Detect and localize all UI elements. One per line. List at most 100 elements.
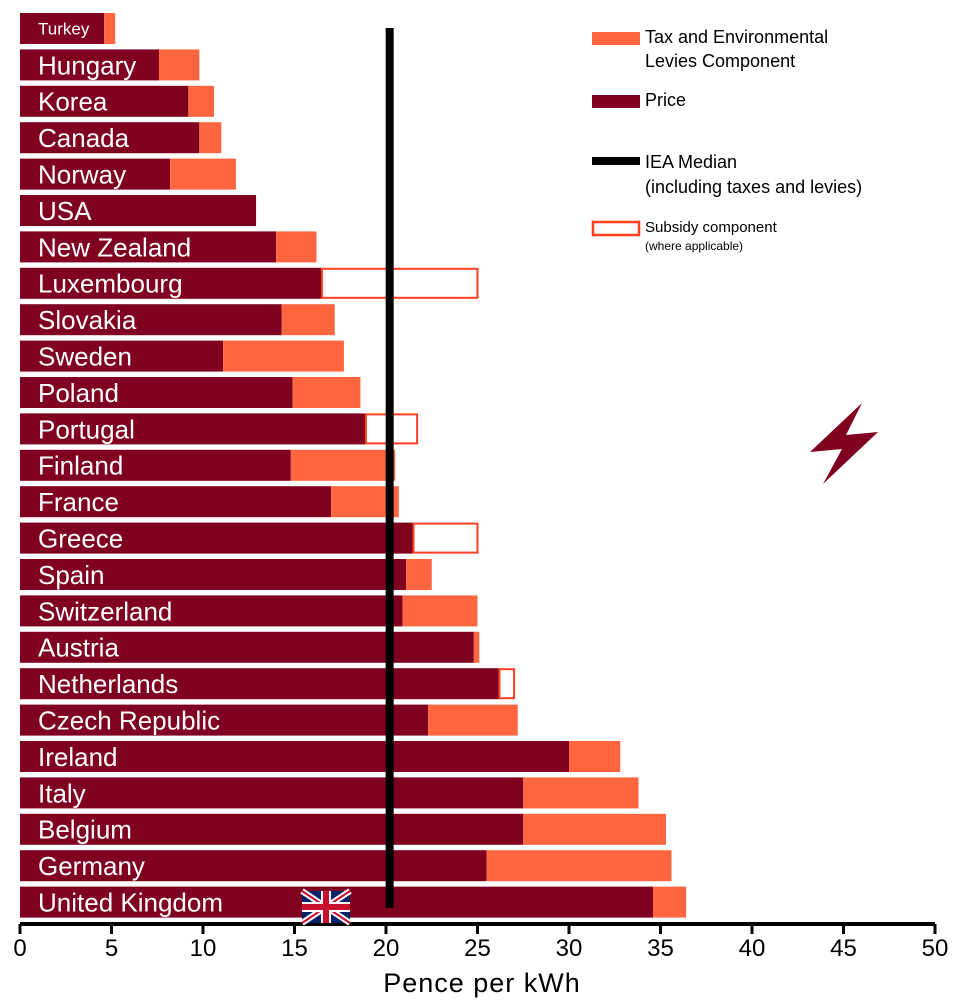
price-bar-norway: [20, 158, 171, 190]
price-bar-germany: [20, 850, 487, 882]
category-label-france: France: [38, 487, 119, 517]
tax-bar-italy: [523, 777, 639, 809]
tax-bar-belgium: [523, 813, 666, 845]
x-tick-label-30: 30: [556, 935, 583, 962]
price-bar-poland: [20, 377, 293, 408]
legend-subsidy-sublabel: (where applicable): [645, 239, 743, 253]
category-label-slovakia: Slovakia: [38, 305, 137, 335]
category-label-italy: Italy: [38, 778, 86, 808]
price-bar-new-zealand: [20, 231, 277, 263]
tax-bar-finland: [290, 449, 396, 481]
price-bar-turkey: [20, 13, 105, 44]
price-bar-korea: [20, 85, 189, 117]
price-bar-usa: [20, 195, 257, 226]
price-bar-netherlands: [20, 668, 500, 700]
tax-bar-spain: [406, 559, 432, 590]
category-label-united-kingdom: United Kingdom: [38, 887, 223, 917]
tax-bar-switzerland: [402, 595, 478, 627]
category-label-netherlands: Netherlands: [38, 669, 178, 699]
category-label-hungary: Hungary: [38, 50, 136, 80]
x-tick-label-50: 50: [922, 935, 949, 962]
price-bar-slovakia: [20, 304, 282, 336]
x-tick-label-40: 40: [739, 935, 766, 962]
x-tick-label-45: 45: [830, 935, 857, 962]
category-label-sweden: Sweden: [38, 341, 132, 371]
subsidy-bar-netherlands: [498, 668, 516, 700]
x-tick-label-35: 35: [647, 935, 674, 962]
uk-flag-icon: [300, 888, 352, 926]
x-tick-label-5: 5: [105, 935, 118, 962]
legend-median-swatch: [592, 157, 640, 165]
tax-bar-czech-republic: [428, 704, 518, 736]
category-label-new-zealand: New Zealand: [38, 232, 191, 262]
subsidy-bar-greece: [412, 522, 479, 554]
x-axis-ticks: 0 5 10 15 20 25 30 35 40 45 50: [13, 924, 948, 962]
price-bar-czech-republic: [20, 704, 429, 736]
price-bar-austria: [20, 631, 474, 663]
price-bar-canada: [20, 122, 200, 154]
price-bar-portugal: [20, 413, 366, 445]
x-tick-label-0: 0: [13, 935, 26, 962]
x-tick-label-20: 20: [373, 935, 400, 962]
tax-bar-new-zealand: [276, 231, 317, 263]
category-label-belgium: Belgium: [38, 815, 132, 845]
tax-bar-hungary: [159, 49, 200, 81]
x-axis-title: Pence per kWh: [383, 968, 581, 998]
category-label-germany: Germany: [38, 851, 145, 881]
legend-subsidy-swatch: [591, 220, 641, 237]
price-bar-switzerland: [20, 595, 403, 627]
tax-bar-germany: [486, 850, 672, 882]
category-labels: Turkey Hungary Korea Canada Norway USA New Zea…: [38, 20, 223, 918]
subsidy-bar-luxembourg: [320, 267, 479, 299]
category-label-portugal: Portugal: [38, 414, 135, 444]
price-bar-greece: [20, 522, 414, 554]
legend: Tax and Environmental Levies Component P…: [591, 27, 862, 253]
tax-bar-canada: [199, 122, 222, 154]
tax-bar-sweden: [223, 340, 344, 372]
category-label-austria: Austria: [38, 633, 119, 663]
legend-tax-label-2: Levies Component: [645, 51, 795, 71]
category-label-canada: Canada: [38, 123, 130, 153]
lightning-bolt-icon: [810, 403, 878, 484]
category-label-poland: Poland: [38, 378, 119, 408]
legend-price-swatch: [592, 95, 640, 108]
tax-bar-norway: [170, 158, 236, 190]
tax-bar-united-kingdom: [653, 886, 687, 918]
price-bar-france: [20, 486, 332, 518]
price-bar-ireland: [20, 741, 569, 772]
category-label-switzerland: Switzerland: [38, 596, 172, 626]
price-bar-belgium: [20, 813, 524, 845]
tax-bar-austria: [473, 631, 480, 663]
category-label-spain: Spain: [38, 560, 105, 590]
legend-subsidy-label: Subsidy component: [645, 219, 778, 236]
tax-bar-korea: [188, 85, 214, 117]
category-label-greece: Greece: [38, 523, 123, 553]
legend-median-sublabel: (including taxes and levies): [645, 177, 862, 197]
price-bar-hungary: [20, 49, 160, 81]
tax-bar-slovakia: [281, 304, 335, 336]
category-label-ireland: Ireland: [38, 742, 118, 772]
price-bar-italy: [20, 777, 524, 809]
category-label-korea: Korea: [38, 87, 108, 117]
tax-bar-poland: [292, 377, 361, 408]
price-bar-sweden: [20, 340, 224, 372]
category-label-norway: Norway: [38, 159, 126, 189]
category-label-finland: Finland: [38, 451, 123, 481]
x-tick-label-10: 10: [190, 935, 217, 962]
price-bar-finland: [20, 449, 291, 481]
tax-bar-ireland: [569, 741, 621, 772]
legend-tax-label: Tax and Environmental: [645, 27, 828, 47]
category-label-czech-republic: Czech Republic: [38, 705, 220, 735]
legend-price-label: Price: [645, 90, 686, 110]
category-label-luxembourg: Luxembourg: [38, 269, 183, 299]
bars-layer: [20, 13, 687, 918]
price-bar-luxembourg: [20, 267, 322, 299]
legend-median-label: IEA Median: [645, 152, 737, 172]
tax-bar-turkey: [104, 13, 116, 44]
x-tick-label-15: 15: [281, 935, 308, 962]
category-label-usa: USA: [38, 196, 92, 226]
x-tick-label-25: 25: [464, 935, 491, 962]
legend-tax-swatch: [592, 32, 640, 45]
price-bar-spain: [20, 559, 407, 590]
